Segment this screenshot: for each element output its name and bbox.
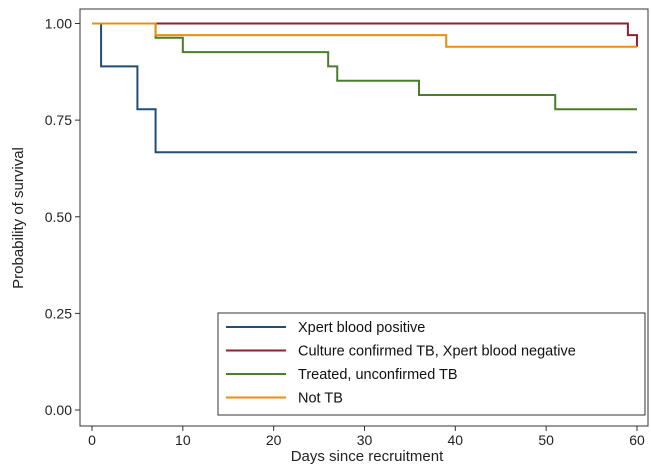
legend-label: Treated, unconfirmed TB: [298, 367, 458, 383]
legend: Xpert blood positive Culture confirmed TB…: [217, 312, 646, 416]
y-tick-label: 0.50: [45, 209, 72, 225]
y-tick-label: 0.75: [45, 112, 72, 128]
x-tick-label: 60: [629, 432, 645, 448]
y-axis-title: Probability of survival: [10, 147, 27, 289]
legend-label: Not TB: [298, 391, 343, 407]
series-line-treated-unconfirmed-tb: [92, 22, 637, 111]
x-tick-label: 30: [357, 432, 373, 448]
series-line-culture-confirmed-tb-xpert-blood-negative: [92, 22, 638, 47]
x-tick-label: 40: [448, 432, 464, 448]
series-line-xpert-blood-positive: [92, 22, 637, 154]
axes: 0 10 20 30 40 50 60 0.00 0.25 0.50 0.75 1.00: [45, 16, 645, 449]
y-tick-label: 1.00: [45, 16, 72, 32]
x-tick-label: 0: [88, 432, 96, 448]
series-group: [92, 22, 638, 154]
y-tick-label: 0.00: [45, 402, 72, 418]
series-line-not-tb: [92, 22, 637, 48]
legend-label: Xpert blood positive: [298, 320, 425, 336]
x-axis-title: Days since recruitment: [291, 448, 444, 464]
x-tick-label: 50: [538, 432, 554, 448]
y-tick-label: 0.25: [45, 305, 72, 321]
x-tick-label: 20: [266, 432, 282, 448]
legend-box: [217, 312, 646, 416]
legend-label: Culture confirmed TB, Xpert blood negati…: [298, 344, 576, 360]
x-tick-label: 10: [175, 432, 191, 448]
